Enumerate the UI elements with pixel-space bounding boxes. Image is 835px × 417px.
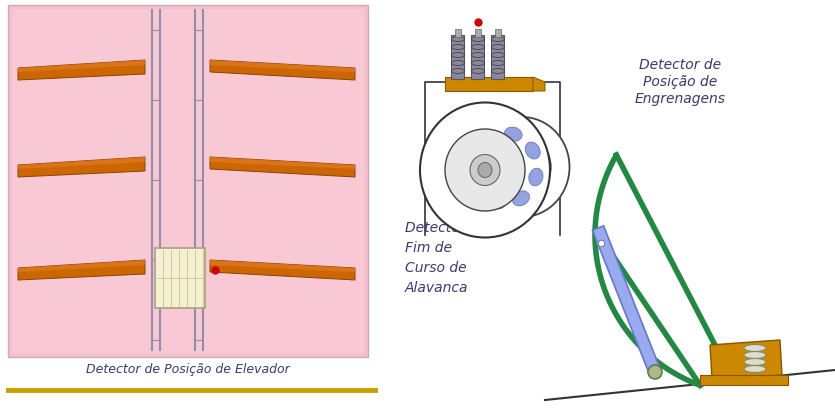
Ellipse shape <box>420 103 550 238</box>
Polygon shape <box>533 77 545 91</box>
Polygon shape <box>18 157 145 177</box>
Bar <box>155 248 205 308</box>
Bar <box>8 5 368 357</box>
Polygon shape <box>210 157 355 169</box>
Ellipse shape <box>480 130 498 145</box>
Bar <box>445 77 533 91</box>
Ellipse shape <box>478 163 492 178</box>
Polygon shape <box>18 60 145 72</box>
Text: Detector de: Detector de <box>405 221 487 235</box>
Text: Fim de: Fim de <box>405 241 452 255</box>
Text: Detector de Posição de Elevador: Detector de Posição de Elevador <box>86 364 290 377</box>
Ellipse shape <box>445 129 525 211</box>
Bar <box>455 29 461 37</box>
Polygon shape <box>210 260 355 272</box>
Ellipse shape <box>529 168 543 186</box>
Text: Engrenagens: Engrenagens <box>635 92 726 106</box>
Bar <box>495 29 501 37</box>
Text: Detector de: Detector de <box>639 58 721 72</box>
Polygon shape <box>710 340 782 380</box>
Polygon shape <box>18 157 145 169</box>
Ellipse shape <box>744 344 766 352</box>
Bar <box>451 35 464 79</box>
Polygon shape <box>210 260 355 280</box>
Ellipse shape <box>744 365 766 372</box>
Ellipse shape <box>525 142 540 159</box>
Polygon shape <box>18 60 145 80</box>
Ellipse shape <box>470 155 500 186</box>
Text: Curso de: Curso de <box>405 261 467 275</box>
Ellipse shape <box>470 177 485 194</box>
Polygon shape <box>210 157 355 177</box>
Bar <box>491 35 504 79</box>
Bar <box>471 35 484 79</box>
Ellipse shape <box>744 359 766 365</box>
Ellipse shape <box>504 127 522 141</box>
Ellipse shape <box>513 191 529 206</box>
Ellipse shape <box>744 352 766 359</box>
Circle shape <box>648 365 662 379</box>
Text: Alavanca: Alavanca <box>405 281 468 295</box>
Bar <box>700 375 788 385</box>
Ellipse shape <box>467 150 481 168</box>
Ellipse shape <box>493 136 551 198</box>
Text: Posição de: Posição de <box>643 75 717 89</box>
Ellipse shape <box>474 117 569 217</box>
Ellipse shape <box>488 195 506 209</box>
Polygon shape <box>18 260 145 280</box>
Polygon shape <box>210 60 355 72</box>
Polygon shape <box>592 226 660 374</box>
Polygon shape <box>18 260 145 272</box>
Bar <box>12 9 364 353</box>
Polygon shape <box>210 60 355 80</box>
Bar <box>475 29 481 37</box>
